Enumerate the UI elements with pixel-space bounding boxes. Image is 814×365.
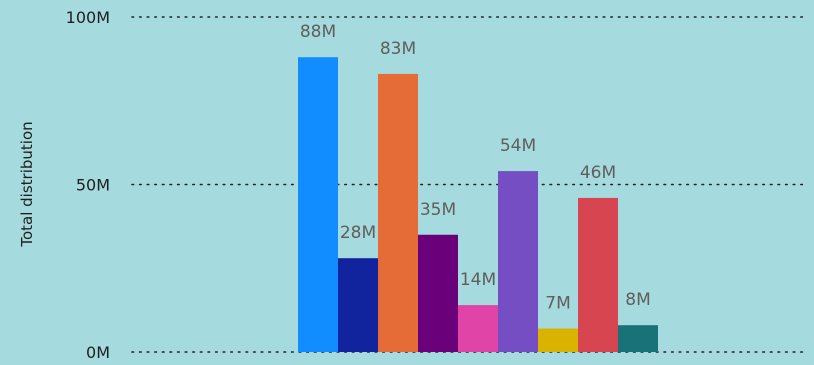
bar[interactable] (378, 73, 418, 352)
bar[interactable] (538, 328, 578, 352)
bar[interactable] (498, 171, 538, 352)
data-label: 28M (340, 223, 376, 243)
data-label: 8M (625, 290, 650, 310)
bar[interactable] (418, 234, 458, 352)
gridlines (131, 16, 807, 353)
bar[interactable] (458, 305, 498, 352)
bars (298, 57, 658, 352)
data-label: 83M (380, 39, 416, 59)
y-tick-label: 50M (76, 176, 110, 195)
y-tick-label: 100M (66, 8, 110, 27)
bar[interactable] (338, 258, 378, 352)
data-labels: 88M 28M 83M 35M 14M 54M 7M 46M 8M (300, 22, 651, 313)
y-axis-title: Total distribution (18, 121, 36, 247)
data-label: 14M (460, 270, 496, 290)
data-label: 54M (500, 136, 536, 156)
data-label: 88M (300, 22, 336, 42)
bar[interactable] (618, 325, 658, 352)
data-label: 7M (545, 294, 570, 314)
bar[interactable] (578, 197, 618, 352)
bar[interactable] (298, 57, 338, 352)
data-label: 46M (580, 163, 616, 183)
data-label: 35M (420, 200, 456, 220)
y-axis-ticks: 0M 50M 100M (66, 8, 110, 362)
y-tick-label: 0M (86, 343, 110, 362)
